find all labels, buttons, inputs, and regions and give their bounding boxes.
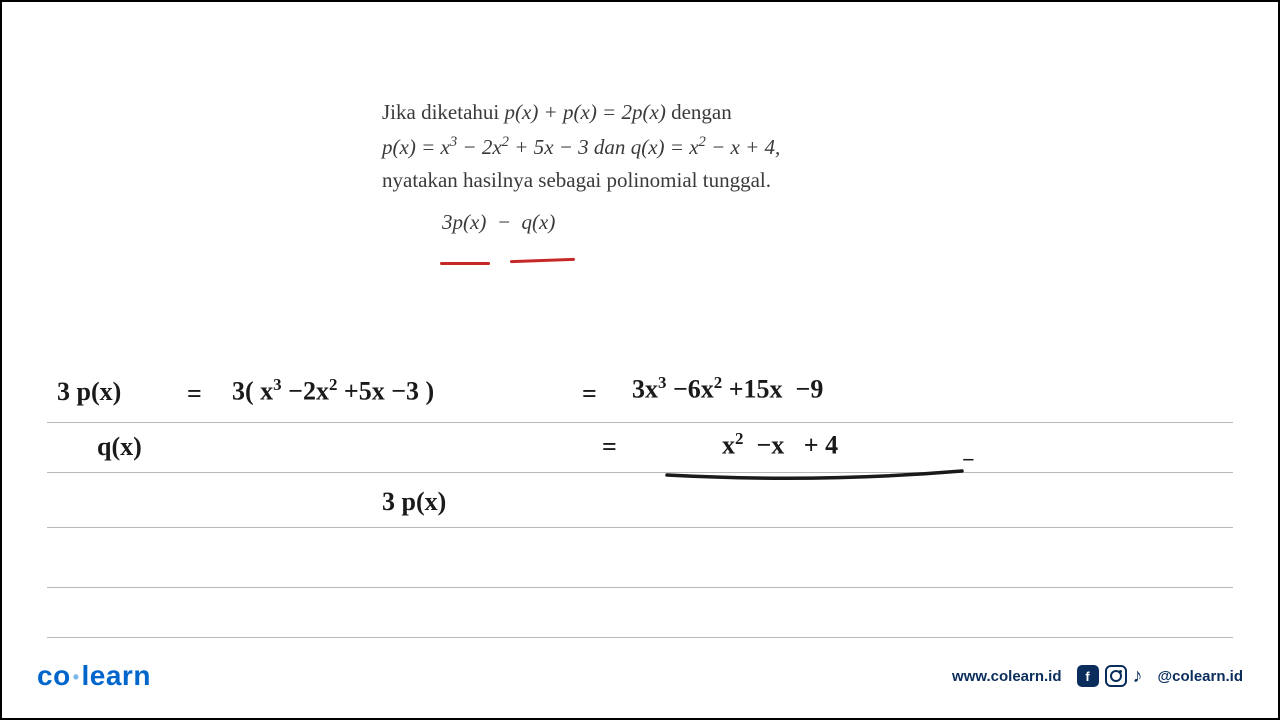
problem-line-1: Jika diketahui p(x) + p(x) = 2p(x) denga… [382, 97, 902, 129]
hw-subtraction-line [662, 465, 972, 485]
footer-url: www.colearn.id [952, 668, 1061, 685]
red-underline-2 [510, 258, 575, 263]
hw-3px: 3 p(x) [57, 377, 121, 407]
footer-right: www.colearn.id f ♪ @colearn.id [952, 665, 1243, 688]
footer-handle: @colearn.id [1158, 668, 1243, 685]
logo-co: co [37, 660, 71, 691]
target-expression: 3p(x) − q(x) [382, 207, 902, 239]
hw-expand1: 3( x3 −2x2 +5x −3 ) [232, 375, 434, 407]
facebook-icon: f [1077, 665, 1099, 687]
problem-statement: Jika diketahui p(x) + p(x) = 2p(x) denga… [382, 97, 902, 238]
problem-line-3: nyatakan hasilnya sebagai polinomial tun… [382, 165, 902, 197]
text-prefix: Jika diketahui [382, 100, 504, 124]
ruled-line [47, 637, 1233, 638]
red-underline-1 [440, 262, 490, 265]
logo-learn: learn [82, 660, 151, 691]
problem-line-2: p(x) = x3 − 2x2 + 5x − 3 dan q(x) = x2 −… [382, 131, 902, 164]
tiktok-icon: ♪ [1133, 665, 1143, 688]
hw-eq: = [582, 379, 597, 409]
text-suffix: dengan [666, 100, 732, 124]
hw-eq: = [187, 379, 202, 409]
hw-eq: = [602, 432, 617, 462]
ruled-line [47, 472, 1233, 473]
hw-result1: 3x3 −6x2 +15x −9 [632, 373, 823, 405]
hw-qx-val: x2 −x + 4 [722, 429, 838, 461]
colearn-logo: co•learn [37, 660, 151, 692]
expr-2: p(x) = x3 − 2x2 + 5x − 3 dan q(x) = x2 −… [382, 135, 780, 159]
footer: co•learn www.colearn.id f ♪ @colearn.id [2, 656, 1278, 696]
hw-qx: q(x) [97, 432, 142, 462]
instagram-icon [1105, 665, 1127, 687]
ruled-line [47, 527, 1233, 528]
hw-3px-partial: 3 p(x) [382, 487, 446, 517]
logo-dot: • [71, 667, 82, 687]
ruled-line [47, 587, 1233, 588]
expr-1: p(x) + p(x) = 2p(x) [504, 100, 665, 124]
social-icons: f ♪ [1077, 665, 1143, 688]
ruled-line [47, 422, 1233, 423]
